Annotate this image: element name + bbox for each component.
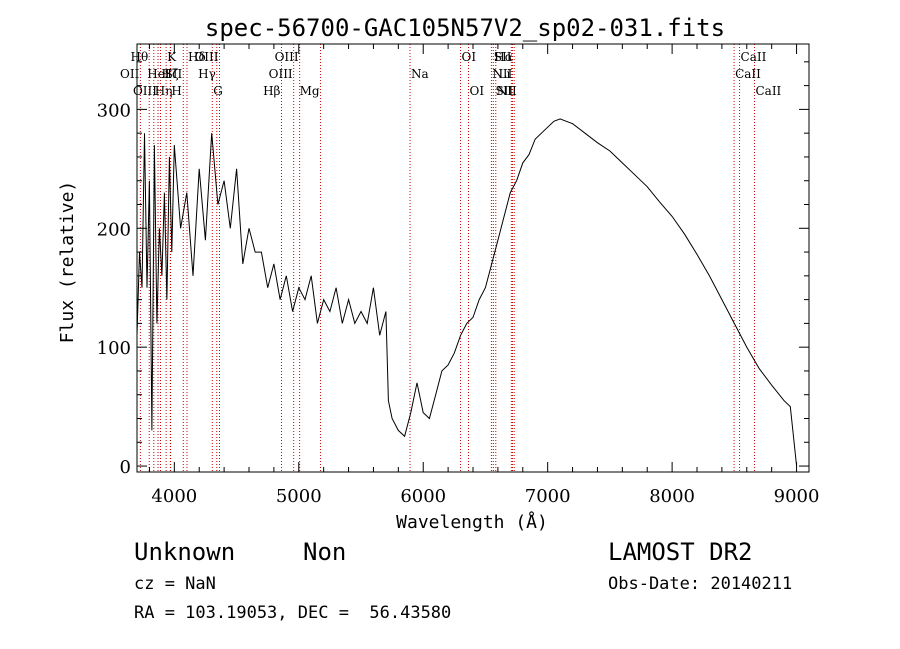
spectral-line-label: OIII — [275, 50, 299, 64]
plot-frame — [136, 43, 810, 473]
spectral-line-label: Hθ — [130, 50, 148, 64]
y-tick-label: 100 — [97, 338, 131, 359]
spectral-line-label: Na — [411, 67, 429, 81]
spectral-line-label: Hζ — [162, 67, 179, 81]
spectral-line-label: SII — [495, 84, 513, 98]
redshift-label: cz = NaN — [134, 574, 216, 594]
spectral-line-label: NII — [497, 84, 517, 98]
y-axis: 0 100 200 300 — [97, 61, 809, 478]
spectral-line-label: CaII — [735, 67, 761, 81]
class-label: Unknown — [134, 538, 236, 566]
spectral-line-label: HeI — [147, 67, 170, 81]
y-tick-label: 0 — [120, 457, 131, 478]
spectral-line-label: Li — [499, 67, 511, 81]
spectral-line-label: Hγ — [198, 67, 216, 81]
x-tick-label: 7000 — [525, 486, 571, 507]
spectral-line-label: Hδ — [188, 50, 206, 64]
x-tick-label: 6000 — [400, 486, 446, 507]
spectral-line-label: Hα — [494, 50, 513, 64]
spectral-line-label: Hβ — [263, 84, 280, 98]
spectral-line-label: Hη — [155, 84, 173, 98]
spectral-line-label: OIII — [194, 50, 218, 64]
spectral-line-label: G — [213, 84, 223, 98]
y-axis-label: Flux (relative) — [57, 181, 78, 344]
spectral-line-label: OII — [120, 67, 140, 81]
spectral-line-label: H — [171, 84, 181, 98]
x-axis-label: Wavelength (Å) — [396, 511, 548, 533]
spectral-line-label: K — [167, 50, 177, 64]
coords-label: RA = 103.19053, DEC = 56.43580 — [134, 603, 452, 623]
spectral-line-label: OIII — [269, 67, 293, 81]
spectral-line-label: Mg — [300, 84, 320, 98]
x-tick-label: 9000 — [774, 486, 820, 507]
spectral-line-label: NII — [492, 67, 512, 81]
spectral-line-label: CaII — [741, 50, 767, 64]
x-axis: 4000 5000 6000 7000 8000 9000 — [148, 44, 820, 507]
spectral-line-label: OI — [462, 50, 477, 64]
spectral-line-label: SII — [494, 50, 512, 64]
x-tick-label: 8000 — [649, 486, 695, 507]
spectral-line-label: SII — [165, 67, 183, 81]
spectral-line-label: CaII — [755, 84, 781, 98]
subclass-label: Non — [303, 538, 347, 566]
obs-date-label: Obs-Date: 20140211 — [608, 574, 793, 594]
y-tick-label: 200 — [97, 219, 131, 240]
y-tick-label: 300 — [97, 100, 131, 121]
chart-title: spec-56700-GAC105N57V2_sp02-031.fits — [205, 14, 725, 42]
x-tick-label: 4000 — [151, 486, 197, 507]
spectrum-line — [136, 118, 798, 467]
spectral-line-label: OI — [470, 84, 485, 98]
survey-label: LAMOST DR2 — [608, 538, 753, 566]
spectral-line-label: OIII — [133, 84, 157, 98]
x-tick-label: 5000 — [276, 486, 322, 507]
spectral-line-markers — [139, 44, 755, 472]
